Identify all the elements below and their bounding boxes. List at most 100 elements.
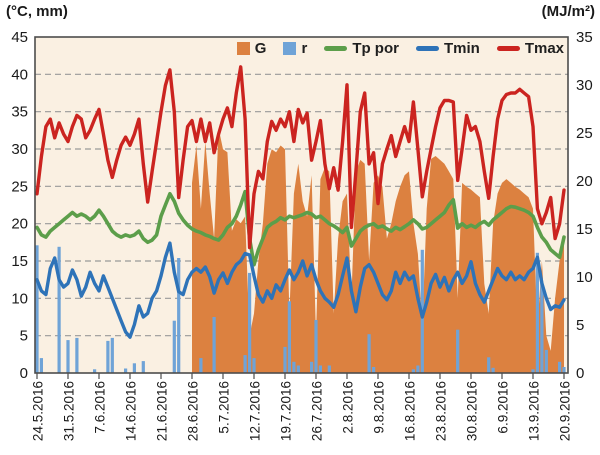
y-axis-label-right: 35 xyxy=(576,29,593,46)
series-r-bar xyxy=(310,361,314,373)
x-tick-label: 23.8.2016 xyxy=(434,381,449,441)
x-tick-label: 6.9.2016 xyxy=(496,381,511,434)
series-r-bar xyxy=(327,365,331,373)
y-axis-label-left: 15 xyxy=(11,253,28,270)
right-axis-unit-label: (MJ/m²) xyxy=(541,3,595,20)
blue-line-icon xyxy=(415,46,439,51)
x-tick-label: 24.5.2016 xyxy=(31,381,46,441)
series-r-bar xyxy=(535,252,539,373)
series-r-bar xyxy=(212,317,216,373)
series-r-bar xyxy=(540,283,544,373)
y-axis-label-left: 5 xyxy=(20,328,28,345)
x-tick-label: 13.9.2016 xyxy=(527,381,542,441)
series-r-bar xyxy=(487,357,491,373)
x-tick-label: 12.7.2016 xyxy=(248,381,263,441)
series-tmax-line xyxy=(35,65,566,250)
y-axis-label-left: 10 xyxy=(11,290,28,307)
series-r-bar xyxy=(367,334,371,373)
orange-square-icon xyxy=(236,42,250,55)
x-tick-label: 2.8.2016 xyxy=(341,381,356,434)
x-tick-label: 21.6.2016 xyxy=(155,381,170,441)
series-r-bar xyxy=(287,301,291,373)
series-r-bar xyxy=(66,340,70,373)
y-axis-label-left: 0 xyxy=(20,365,28,382)
legend-label: G xyxy=(254,40,267,57)
x-tick-label: 14.6.2016 xyxy=(124,381,139,441)
series-tp-por-line xyxy=(35,189,566,267)
legend-label: Tp por xyxy=(352,40,399,57)
series-r-bar xyxy=(177,258,181,373)
series-r-bar xyxy=(93,369,97,373)
red-line-icon xyxy=(496,46,520,51)
series-r-bar xyxy=(110,337,114,373)
series-r-bar xyxy=(172,320,176,373)
series-r-bar xyxy=(296,365,300,373)
series-r-bar xyxy=(35,245,39,373)
series-r-bar xyxy=(318,365,322,373)
y-axis-label-left: 30 xyxy=(11,141,28,158)
legend-label: Tmax xyxy=(524,40,564,57)
series-r-bar xyxy=(243,355,247,373)
series-r-bar xyxy=(372,367,376,373)
y-axis-label-left: 45 xyxy=(11,29,28,46)
series-r-bar xyxy=(544,349,548,373)
series-r-bar xyxy=(292,361,296,373)
legend-item-tmax: Tmax xyxy=(496,40,564,57)
series-r-bar xyxy=(252,358,256,373)
x-tick-label: 7.6.2016 xyxy=(93,381,108,434)
y-axis-label-right: 5 xyxy=(576,317,584,334)
series-r-bar xyxy=(75,337,79,373)
series-r-bar xyxy=(132,363,136,373)
legend-label: r xyxy=(301,40,308,57)
series-r-bar xyxy=(531,369,535,373)
legend-item-tmin: Tmin xyxy=(415,40,480,57)
y-axis-label-right: 10 xyxy=(576,269,593,286)
y-axis-label-left: 20 xyxy=(11,216,28,233)
series-r-bar xyxy=(456,329,460,373)
x-tick-label: 26.7.2016 xyxy=(310,381,325,441)
series-r-bar xyxy=(248,272,252,373)
legend-item-r: r xyxy=(283,40,307,57)
y-axis-label-left: 35 xyxy=(11,104,28,121)
series-g-area xyxy=(192,128,564,373)
legend-label: Tmin xyxy=(443,40,480,57)
y-axis-label-left: 25 xyxy=(11,178,28,195)
x-tick-label: 9.8.2016 xyxy=(372,381,387,434)
series-r-bar xyxy=(491,367,495,373)
series-r-bar xyxy=(283,346,287,373)
x-tick-label: 16.8.2016 xyxy=(403,381,418,441)
x-tick-label: 5.7.2016 xyxy=(217,381,232,434)
series-r-bar xyxy=(199,358,203,373)
series-r-bar xyxy=(416,365,420,373)
plot-frame xyxy=(34,36,569,374)
left-axis-unit-label: (°C, mm) xyxy=(6,3,68,20)
y-axis-label-right: 0 xyxy=(576,365,584,382)
blue-square-icon xyxy=(283,42,297,55)
x-tick-label: 30.8.2016 xyxy=(465,381,480,441)
x-tick-label: 20.9.2016 xyxy=(558,381,573,441)
series-r-bar xyxy=(124,368,128,373)
series-r-bar xyxy=(558,361,562,373)
x-tick-label: 19.7.2016 xyxy=(279,381,294,441)
y-axis-label-right: 20 xyxy=(576,173,593,190)
series-r-bar xyxy=(562,367,566,373)
series-r-bar xyxy=(57,246,61,373)
green-line-icon xyxy=(324,46,348,51)
y-axis-label-right: 25 xyxy=(576,125,593,142)
y-axis-label-right: 15 xyxy=(576,221,593,238)
x-tick-label: 31.5.2016 xyxy=(62,381,77,441)
x-tick-label: 28.6.2016 xyxy=(186,381,201,441)
legend-item-g: G xyxy=(236,40,267,57)
y-axis-label-left: 40 xyxy=(11,66,28,83)
series-tmin-line xyxy=(35,241,566,339)
series-r-bar xyxy=(314,320,318,373)
series-r-bar xyxy=(39,358,43,373)
series-r-bar xyxy=(106,340,110,373)
series-r-bar xyxy=(411,369,415,373)
series-r-bar xyxy=(141,361,145,373)
legend-item-tp-por: Tp por xyxy=(324,40,399,57)
y-axis-label-right: 30 xyxy=(576,77,593,94)
